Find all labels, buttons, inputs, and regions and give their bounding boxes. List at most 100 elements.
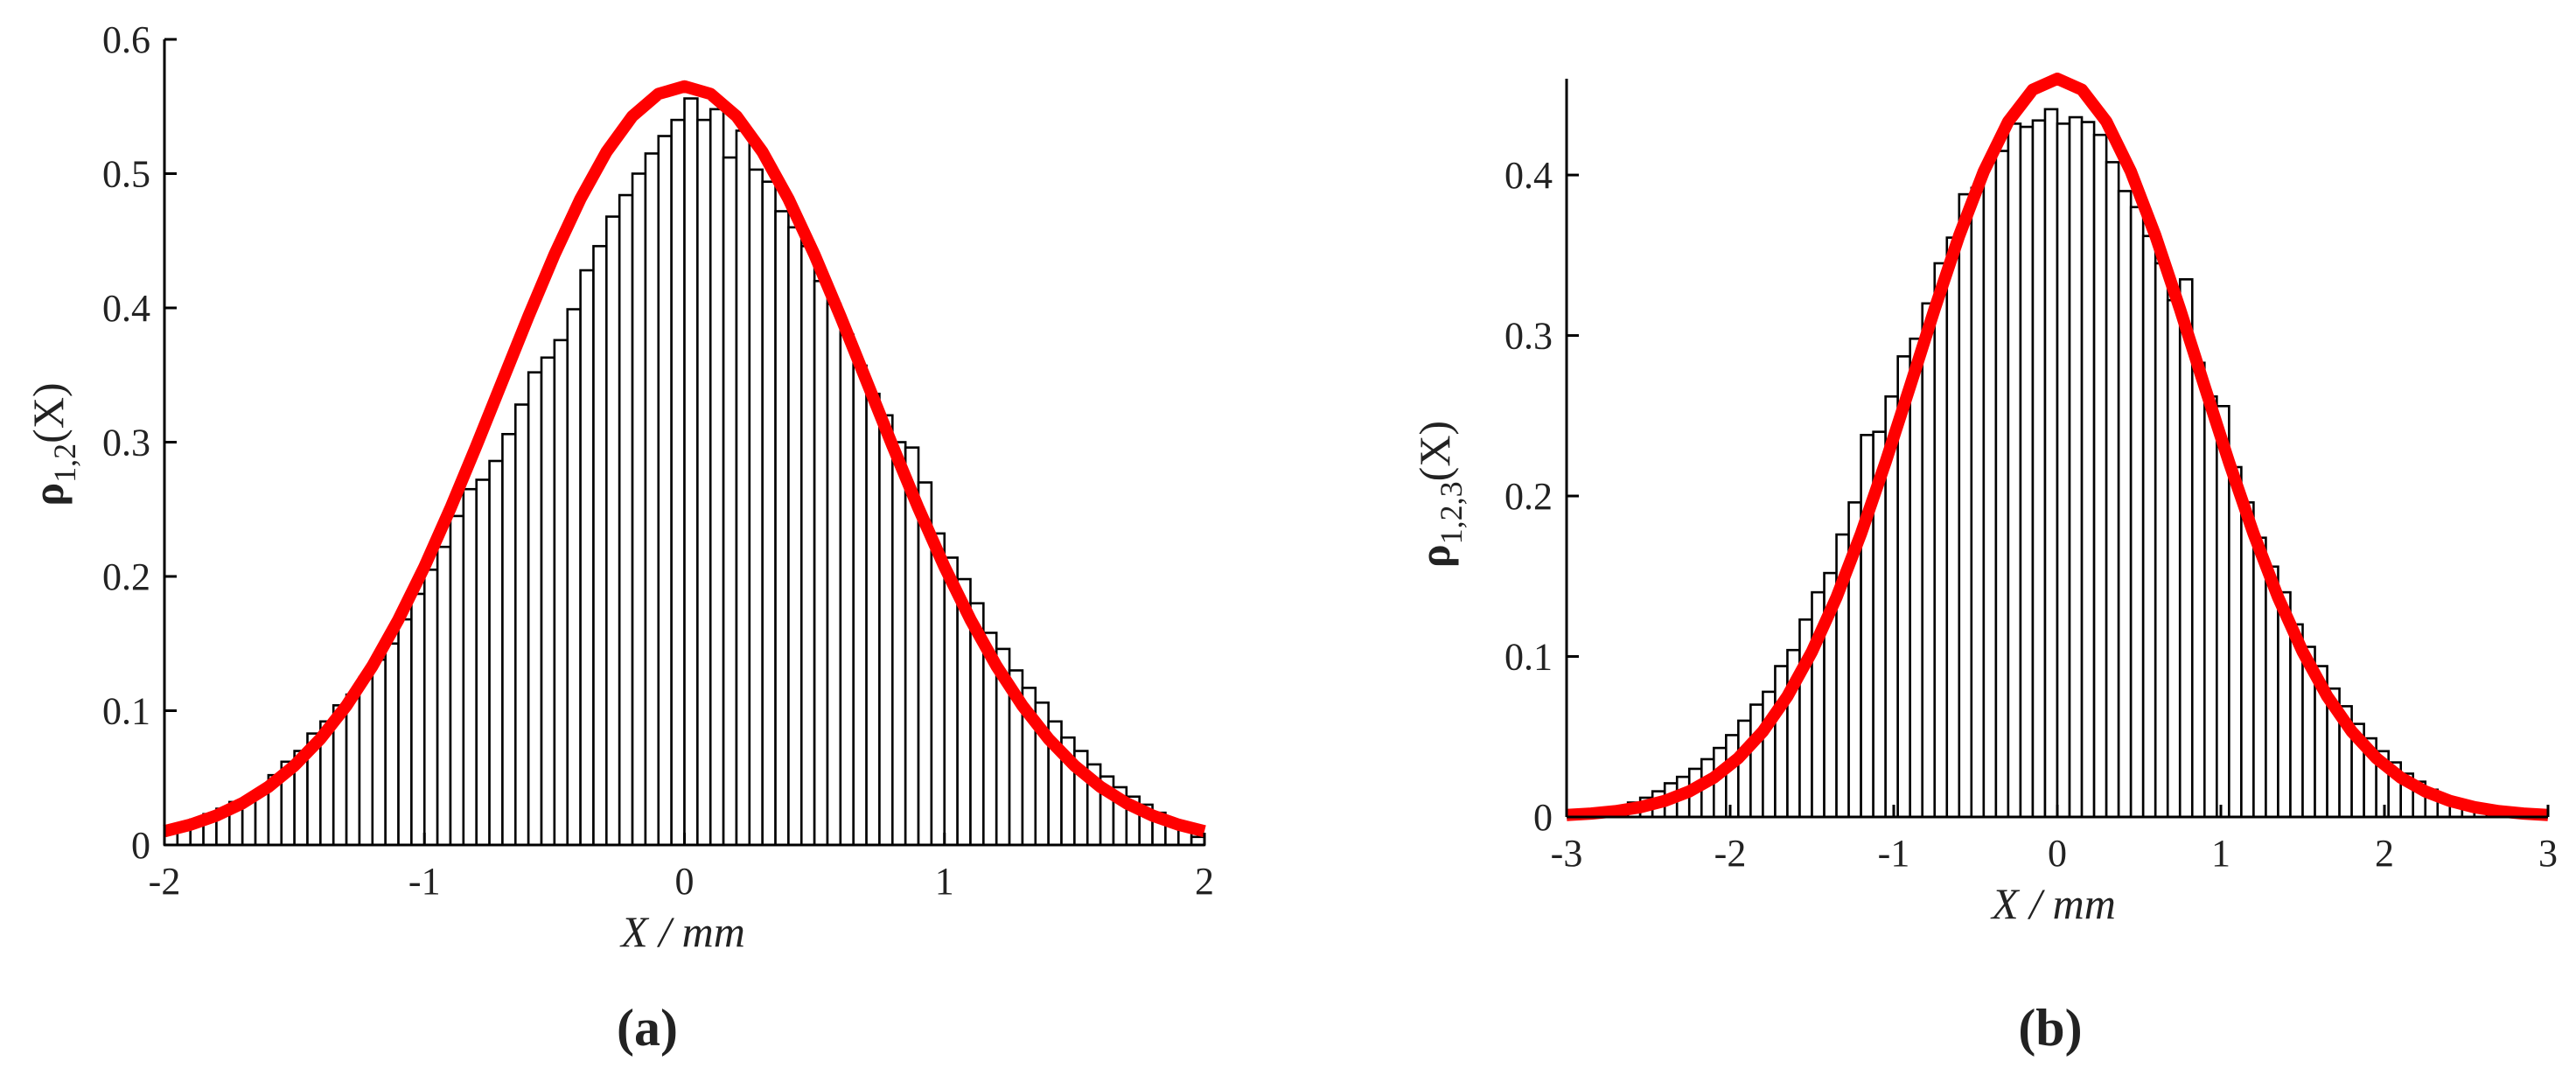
bar xyxy=(774,210,790,847)
y-tick-label: 0.3 xyxy=(1504,315,1553,358)
fit-curve xyxy=(1566,73,2549,821)
bar xyxy=(644,152,660,847)
bar xyxy=(631,172,647,847)
bar xyxy=(2129,206,2145,819)
y-tick-label: 0.4 xyxy=(1504,154,1553,197)
bar xyxy=(410,592,426,847)
bar xyxy=(605,215,621,847)
bar xyxy=(2007,122,2022,819)
y-label-suffix: (X) xyxy=(1410,421,1459,481)
bar xyxy=(566,308,582,847)
bar xyxy=(2068,115,2084,819)
x-tick-label: 2 xyxy=(2375,832,2394,875)
bar xyxy=(930,532,946,847)
y-tick-label: 0.1 xyxy=(1504,636,1553,679)
bar xyxy=(657,135,673,847)
y-label-symbol: ρ xyxy=(24,483,73,506)
y-tick-label: 0.2 xyxy=(1504,475,1553,518)
bar xyxy=(2105,161,2120,819)
bar xyxy=(890,441,907,847)
bar xyxy=(2141,234,2157,819)
bar xyxy=(761,180,777,847)
bar xyxy=(2092,133,2108,819)
bar xyxy=(2019,125,2035,819)
x-tick-label: 1 xyxy=(935,860,954,903)
y-label-subscript: 1,2,3 xyxy=(1434,481,1469,544)
bar xyxy=(839,333,855,847)
bar xyxy=(878,414,894,847)
x-tick-label: 2 xyxy=(1195,860,1214,903)
bar xyxy=(852,364,868,847)
bar xyxy=(397,618,413,847)
y-axis-label: ρ1,2(X) xyxy=(24,382,82,506)
bar xyxy=(683,97,699,847)
bar xyxy=(826,303,842,847)
bar xyxy=(358,675,374,847)
bar xyxy=(475,478,491,847)
bar xyxy=(618,193,634,847)
y-tick-label: 0 xyxy=(131,824,150,867)
bar xyxy=(2166,298,2182,819)
y-label-symbol: ρ xyxy=(1410,544,1459,568)
x-tick-label: -1 xyxy=(1878,832,1910,875)
bar xyxy=(2043,108,2059,819)
bar xyxy=(2203,394,2218,819)
bar xyxy=(813,279,829,847)
bar xyxy=(449,514,465,847)
bar xyxy=(2228,465,2243,819)
bar xyxy=(1749,703,1764,819)
bar xyxy=(2190,361,2206,819)
panel-label: (b) xyxy=(2018,999,2082,1057)
bar xyxy=(799,245,816,847)
x-tick-label: -3 xyxy=(1551,832,1583,875)
bar xyxy=(371,658,387,847)
y-label-subscript: 1,2 xyxy=(47,443,82,483)
bar xyxy=(592,245,608,847)
x-tick-label: -2 xyxy=(149,860,181,903)
x-tick-label: 3 xyxy=(2538,832,2558,875)
bar xyxy=(2240,501,2255,819)
bar xyxy=(488,459,504,847)
bar xyxy=(670,118,686,847)
fit-curve xyxy=(163,80,1206,838)
bar xyxy=(540,356,556,847)
bar xyxy=(735,129,751,847)
x-axis-label: X / mm xyxy=(1990,879,2116,928)
bar xyxy=(1933,262,1949,819)
bar xyxy=(1982,161,1998,819)
bar xyxy=(1725,734,1740,819)
y-tick-label: 0.1 xyxy=(102,690,150,733)
bar xyxy=(1958,192,1973,819)
bar xyxy=(1737,719,1752,819)
y-tick-label: 0.2 xyxy=(102,555,150,598)
x-tick-label: -2 xyxy=(1714,832,1747,875)
x-tick-label: 1 xyxy=(2211,832,2230,875)
bar xyxy=(1909,337,1924,819)
bar xyxy=(2056,122,2071,819)
bar xyxy=(2080,121,2096,819)
bar xyxy=(1994,150,2010,819)
bar xyxy=(553,339,569,847)
bar xyxy=(709,108,725,847)
bar xyxy=(462,487,478,847)
bar xyxy=(722,156,738,847)
bar xyxy=(2154,262,2169,819)
y-axis-label: ρ1,2,3(X) xyxy=(1410,421,1469,568)
bar xyxy=(2117,190,2133,819)
x-tick-label: 0 xyxy=(675,860,695,903)
bar xyxy=(345,693,361,847)
bar xyxy=(579,269,595,847)
bar xyxy=(1945,236,1961,819)
bar xyxy=(2252,536,2267,819)
bar xyxy=(2031,119,2047,819)
y-tick-label: 0.4 xyxy=(102,287,150,330)
bar xyxy=(436,545,452,847)
bar xyxy=(696,118,712,847)
bar xyxy=(748,168,764,847)
y-tick-label: 0.6 xyxy=(102,18,150,61)
y-tick-label: 0.3 xyxy=(102,422,150,464)
y-tick-label: 0.5 xyxy=(102,153,150,196)
x-tick-label: 0 xyxy=(2048,832,2067,875)
